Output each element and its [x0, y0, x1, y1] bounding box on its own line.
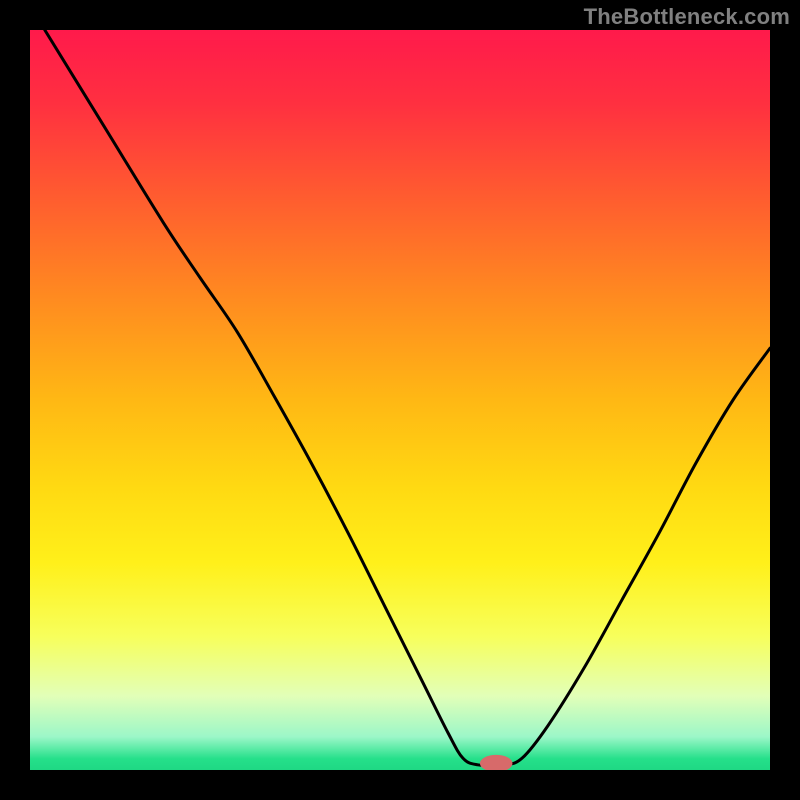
plot-area [30, 30, 770, 770]
bottleneck-curve-chart [30, 30, 770, 770]
watermark-text: TheBottleneck.com [584, 4, 790, 30]
chart-frame: TheBottleneck.com [0, 0, 800, 800]
gradient-background [30, 30, 770, 770]
